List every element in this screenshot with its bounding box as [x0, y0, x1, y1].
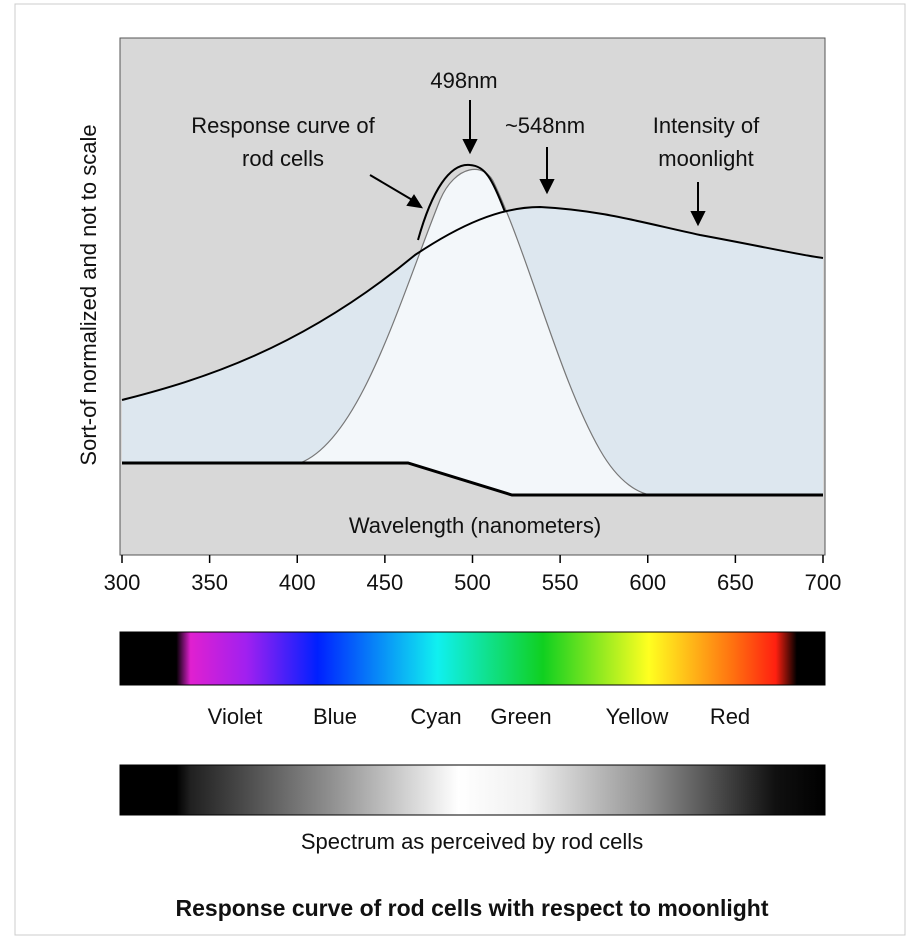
- color-label: Yellow: [606, 704, 669, 729]
- color-label: Green: [490, 704, 551, 729]
- x-tick-label: 600: [629, 570, 666, 595]
- annotation: ~548nm: [505, 113, 585, 138]
- x-axis: 300 350 400 450 500 550 600 650 700: [104, 555, 842, 595]
- x-tick-label: 450: [367, 570, 404, 595]
- annotation: Response curve of: [191, 113, 375, 138]
- rod-area: [300, 169, 650, 495]
- annotation: moonlight: [658, 146, 753, 171]
- color-spectrum: [119, 631, 826, 686]
- moonlight-curve: [121, 205, 824, 401]
- rod-spectrum: [119, 764, 826, 816]
- color-label: Violet: [208, 704, 263, 729]
- y-axis-label: Sort-of normalized and not to scale: [76, 124, 101, 465]
- caption: Response curve of rod cells with respect…: [176, 895, 769, 921]
- color-label: Cyan: [410, 704, 461, 729]
- x-tick-label: 500: [454, 570, 491, 595]
- x-tick-label: 350: [191, 570, 228, 595]
- arrows: [369, 100, 706, 227]
- x-tick-label: 400: [279, 570, 316, 595]
- rod-curve-peak: [417, 163, 506, 241]
- color-label: Blue: [313, 704, 357, 729]
- rod-curve: [299, 168, 651, 496]
- annotation: rod cells: [242, 146, 324, 171]
- annotation: 498nm: [430, 68, 497, 93]
- annotation: Intensity of: [653, 113, 760, 138]
- x-tick-label: 700: [805, 570, 842, 595]
- x-tick-label: 650: [717, 570, 754, 595]
- baseline: [122, 461, 823, 497]
- color-label: Red: [710, 704, 750, 729]
- x-axis-label: Wavelength (nanometers): [349, 513, 601, 538]
- x-tick-label: 300: [104, 570, 141, 595]
- x-tick-label: 550: [542, 570, 579, 595]
- rod-bar-caption: Spectrum as perceived by rod cells: [301, 829, 643, 854]
